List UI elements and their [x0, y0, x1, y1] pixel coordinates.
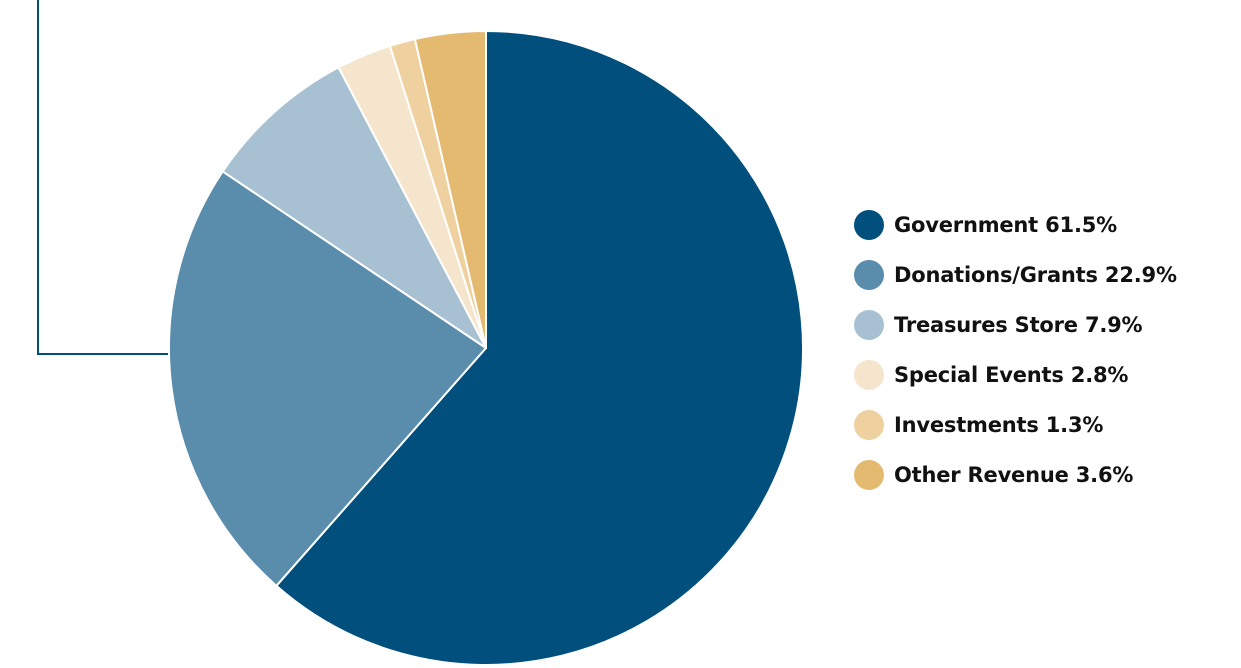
legend-swatch-treasures-store [854, 310, 884, 340]
legend-item-investments: Investments 1.3% [854, 400, 1234, 450]
pie-slice-other-revenue [413, 30, 487, 349]
connector-line [37, 0, 170, 355]
pie-slice-treasures-store [221, 66, 487, 349]
legend: Government 61.5% Donations/Grants 22.9% … [854, 200, 1234, 500]
legend-item-other-revenue: Other Revenue 3.6% [854, 450, 1234, 500]
legend-item-government: Government 61.5% [854, 200, 1234, 250]
legend-item-special-events: Special Events 2.8% [854, 350, 1234, 400]
legend-swatch-investments [854, 410, 884, 440]
legend-label-investments: Investments 1.3% [894, 413, 1104, 437]
legend-label-special-events: Special Events 2.8% [894, 363, 1129, 387]
pie-slice-donations-grants [168, 170, 487, 587]
legend-label-government: Government 61.5% [894, 213, 1117, 237]
legend-label-donations-grants: Donations/Grants 22.9% [894, 263, 1177, 287]
legend-label-other-revenue: Other Revenue 3.6% [894, 463, 1134, 487]
legend-swatch-special-events [854, 360, 884, 390]
legend-swatch-government [854, 210, 884, 240]
legend-label-treasures-store: Treasures Store 7.9% [894, 313, 1143, 337]
legend-item-treasures-store: Treasures Store 7.9% [854, 300, 1234, 350]
legend-swatch-other-revenue [854, 460, 884, 490]
legend-swatch-donations-grants [854, 260, 884, 290]
legend-item-donations-grants: Donations/Grants 22.9% [854, 250, 1234, 300]
pie-slices [168, 30, 804, 666]
pie-slice-government [275, 30, 804, 666]
